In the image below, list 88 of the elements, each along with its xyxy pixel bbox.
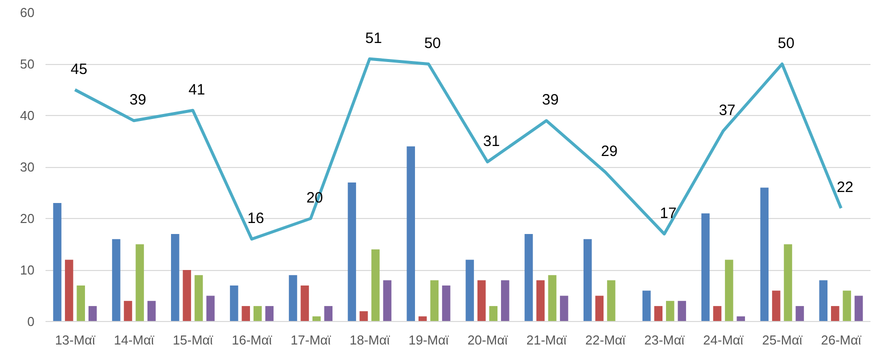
- bar: [466, 260, 474, 322]
- bar: [265, 306, 274, 322]
- data-label: 16: [247, 210, 264, 228]
- data-label: 50: [424, 35, 441, 52]
- data-label: 22: [836, 179, 854, 196]
- bar: [418, 316, 427, 322]
- x-tick-label: 13-Μαϊ: [54, 332, 96, 348]
- bar: [300, 285, 309, 322]
- x-tick-label: 18-Μαϊ: [350, 332, 391, 348]
- bar: [796, 306, 804, 322]
- bar: [194, 275, 203, 322]
- x-tick-label: 15-Μαϊ: [172, 332, 214, 348]
- bar: [406, 146, 415, 322]
- bar: [53, 203, 62, 322]
- x-tick-label: 23-Μαϊ: [644, 332, 686, 348]
- bar: [536, 280, 545, 322]
- bar: [666, 300, 674, 322]
- data-label: 29: [600, 143, 618, 160]
- x-tick-label: 14-Μαϊ: [114, 332, 156, 348]
- x-tick-label: 17-Μαϊ: [290, 332, 332, 348]
- bar: [112, 239, 120, 322]
- bar: [784, 244, 792, 322]
- bar: [371, 249, 380, 322]
- data-label: 41: [188, 81, 206, 98]
- bar: [760, 188, 769, 322]
- bar: [182, 270, 192, 322]
- y-tick-label: 30: [20, 160, 35, 174]
- bar: [230, 285, 238, 322]
- bar: [124, 300, 132, 322]
- bar: [147, 300, 156, 322]
- x-tick-label: 22-Μαϊ: [585, 332, 626, 348]
- bar: [713, 306, 722, 322]
- bar: [171, 234, 180, 322]
- bar: [595, 296, 604, 322]
- bar: [724, 260, 734, 322]
- bar: [383, 280, 392, 322]
- data-label: 31: [483, 132, 500, 150]
- bar: [254, 306, 262, 322]
- bar: [64, 260, 74, 322]
- bar: [136, 244, 144, 322]
- bar: [736, 316, 745, 322]
- bar: [489, 306, 498, 322]
- bar: [548, 275, 556, 322]
- x-tick-label: 21-Μαϊ: [526, 332, 568, 348]
- bar: [442, 285, 450, 322]
- y-tick-label: 0: [27, 314, 35, 329]
- bar: [430, 280, 439, 322]
- y-tick-label: 40: [20, 108, 35, 123]
- x-tick-label: 16-Μαϊ: [232, 332, 273, 348]
- data-label: 17: [660, 204, 677, 222]
- data-label: 37: [718, 102, 736, 119]
- y-tick-label: 20: [20, 211, 35, 226]
- data-label: 39: [542, 92, 559, 109]
- x-tick-label: 19-Μαϊ: [408, 332, 450, 348]
- bar: [584, 239, 592, 322]
- bar: [678, 300, 686, 322]
- x-tick-label: 25-Μαϊ: [762, 332, 804, 348]
- bar: [831, 306, 840, 322]
- y-tick-label: 60: [20, 5, 35, 20]
- data-label: 51: [365, 30, 382, 47]
- bar: [324, 306, 332, 322]
- bar: [607, 280, 616, 322]
- x-tick-label: 20-Μαϊ: [467, 332, 509, 348]
- y-tick-label: 50: [20, 56, 35, 72]
- x-tick-label: 24-Μαϊ: [703, 332, 744, 348]
- y-tick-label: 10: [20, 262, 35, 278]
- bar: [854, 296, 863, 322]
- bar: [88, 306, 97, 322]
- bar: [772, 290, 780, 322]
- bar: [642, 290, 651, 322]
- x-tick-label: 26-Μαϊ: [821, 332, 862, 348]
- bar: [701, 213, 710, 322]
- bar: [524, 234, 533, 322]
- data-label: 39: [130, 92, 146, 109]
- bar: [477, 280, 486, 322]
- data-label: 50: [778, 35, 794, 52]
- bar: [560, 296, 568, 322]
- bar: [288, 275, 298, 322]
- bar: [819, 280, 828, 322]
- bar: [76, 285, 85, 322]
- bar: [842, 290, 852, 322]
- bar: [360, 311, 368, 322]
- bar: [242, 306, 250, 322]
- bar: [348, 182, 356, 322]
- bar: [654, 306, 662, 322]
- bar: [501, 280, 510, 322]
- data-label: 45: [70, 60, 88, 78]
- bar: [206, 296, 215, 322]
